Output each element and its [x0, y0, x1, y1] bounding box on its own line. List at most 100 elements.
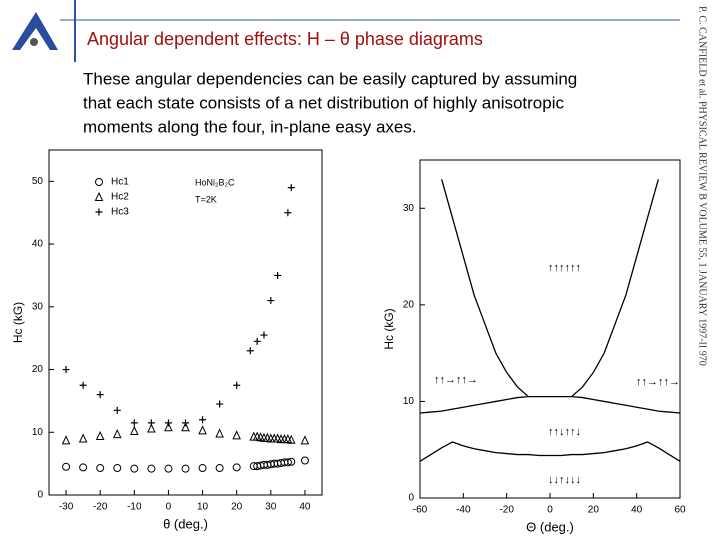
y-tick-label: 10: [403, 396, 415, 407]
logo: [12, 12, 58, 50]
phase-boundary: [441, 179, 659, 398]
point: [267, 297, 275, 305]
point: [147, 464, 156, 473]
point: [164, 464, 173, 473]
x-tick-label: 30: [265, 502, 277, 513]
x-axis-label: θ (deg.): [163, 516, 208, 531]
point: [253, 337, 261, 345]
chart: -30 -20 -10 0 10 20 30 40 0 10 20 30 40 50 θ (deg.) Hc …: [11, 149, 323, 531]
x-tick-label: 0: [547, 505, 553, 516]
y-tick-label: 30: [32, 301, 44, 312]
annotation: T=2K: [195, 194, 217, 204]
body-text: moments along the four, in-plane easy ax…: [83, 117, 417, 136]
point: [199, 416, 207, 424]
point: [113, 464, 122, 473]
plot-frame: [48, 149, 323, 496]
y-tick-label: 20: [403, 299, 415, 310]
body-text: that each state consists of a net distri…: [83, 93, 564, 112]
point: [216, 400, 224, 408]
point: [95, 208, 103, 216]
point: [300, 456, 309, 465]
point: [94, 191, 104, 201]
point: [198, 425, 207, 435]
x-tick-label: 0: [166, 502, 172, 513]
point: [147, 423, 156, 433]
x-tick-label: -20: [93, 502, 108, 513]
point: [96, 391, 104, 399]
point: [164, 422, 173, 432]
x-tick-label: -20: [499, 505, 514, 516]
point: [283, 458, 292, 467]
point: [284, 209, 292, 217]
annotation: ↓↓↑↓↓↓: [548, 474, 581, 486]
point: [78, 433, 88, 443]
point: [215, 464, 224, 473]
y-tick-label: 10: [32, 427, 44, 438]
point: [181, 464, 190, 473]
point: [300, 435, 310, 445]
point: [232, 430, 241, 440]
x-tick-label: -30: [59, 502, 74, 513]
x-tick-label: 20: [588, 505, 600, 516]
y-tick-label: 0: [37, 490, 43, 501]
legend-label: Hc3: [111, 207, 129, 218]
point: [79, 463, 88, 472]
annotation: ↑↑↑↑↑↑: [548, 262, 581, 274]
point: [260, 331, 268, 339]
point: [232, 463, 241, 472]
x-tick-label: -10: [127, 502, 142, 513]
y-tick-label: 30: [403, 203, 415, 214]
point: [164, 419, 172, 427]
point: [147, 419, 155, 427]
point: [130, 419, 138, 427]
annotation: HoNi₂B₂C: [195, 177, 235, 187]
point: [112, 428, 122, 439]
x-tick-label: -40: [456, 505, 471, 516]
phase-boundary: [419, 395, 681, 414]
point: [113, 406, 121, 414]
point: [95, 430, 105, 441]
y-tick-label: 0: [408, 493, 414, 504]
x-tick-label: 60: [674, 505, 686, 516]
y-tick-label: 50: [32, 176, 44, 187]
point: [287, 184, 295, 192]
y-axis-label: Hc (kG): [11, 302, 25, 343]
legend-label: Hc1: [111, 177, 129, 188]
annotation: ↑↑→↑↑→: [636, 376, 680, 388]
y-tick-label: 20: [32, 364, 44, 375]
point: [287, 457, 296, 466]
point: [79, 381, 87, 389]
body-text: These angular dependencies can be easily…: [83, 69, 577, 88]
y-axis-label: Hc (kG): [382, 308, 396, 349]
point: [274, 271, 282, 279]
point: [62, 366, 70, 374]
point: [233, 381, 241, 389]
point: [95, 178, 103, 186]
point: [182, 419, 189, 427]
point: [181, 422, 190, 432]
legend-label: Hc2: [111, 192, 129, 203]
point: [62, 462, 71, 471]
chart: -60 -40 -20 0 20 40 60 0 10 20 30 Θ (deg.) Hc (kG) ↑↑…: [382, 159, 686, 534]
point: [96, 464, 105, 473]
x-axis-label: Θ (deg.): [526, 519, 574, 534]
slide-title: Angular dependent effects: H – θ phase d…: [87, 29, 483, 49]
annotation: ↑↑→↑↑→: [434, 374, 478, 386]
point: [130, 464, 139, 473]
x-tick-label: 40: [299, 502, 311, 513]
point: [198, 464, 207, 473]
side-caption: P. C. CANFIELD et al. PHYSICAL REVIEW B …: [697, 6, 708, 366]
point: [61, 435, 71, 445]
point: [215, 428, 224, 438]
x-tick-label: 10: [197, 502, 209, 513]
point: [246, 347, 254, 355]
x-tick-label: -60: [413, 505, 428, 516]
annotation: ↑↑↓↑↑↓: [548, 426, 581, 438]
x-tick-label: 40: [631, 505, 643, 516]
phase-boundary: [419, 441, 681, 462]
y-tick-label: 40: [32, 239, 44, 250]
point: [287, 434, 296, 444]
x-tick-label: 20: [231, 502, 243, 513]
